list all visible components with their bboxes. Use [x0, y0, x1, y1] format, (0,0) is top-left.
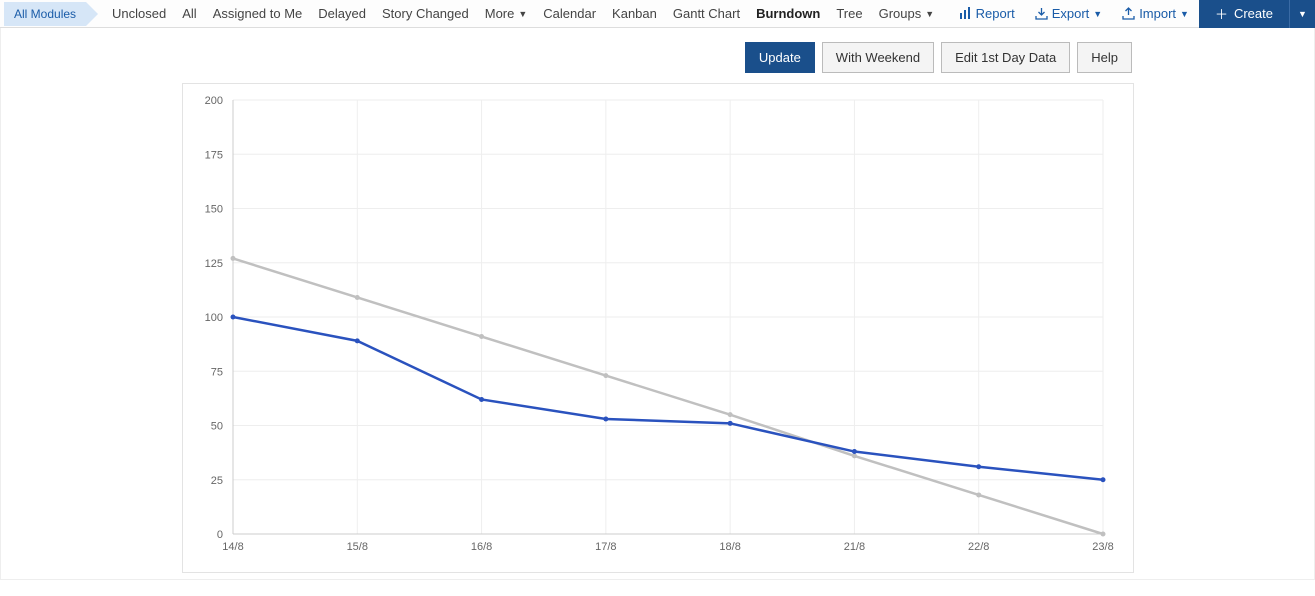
caret-down-icon: ▼: [1298, 9, 1307, 19]
tab-tree[interactable]: Tree: [828, 0, 870, 28]
content-area: Update With Weekend Edit 1st Day Data He…: [0, 28, 1315, 580]
tab-label: More: [485, 6, 515, 21]
svg-text:100: 100: [204, 312, 222, 324]
tab-kanban[interactable]: Kanban: [604, 0, 665, 28]
tab-label: Unclosed: [112, 6, 166, 21]
caret-down-icon: ▼: [1093, 9, 1102, 19]
create-button[interactable]: ＋ Create: [1199, 0, 1289, 28]
tab-calendar[interactable]: Calendar: [535, 0, 604, 28]
tab-label: Delayed: [318, 6, 366, 21]
report-icon: [959, 7, 972, 20]
svg-text:75: 75: [210, 366, 222, 378]
tab-more[interactable]: More▼: [477, 0, 536, 28]
svg-text:175: 175: [204, 149, 222, 161]
import-icon: [1122, 7, 1135, 20]
import-link[interactable]: Import ▼: [1112, 0, 1199, 28]
export-icon: [1035, 7, 1048, 20]
caret-down-icon: ▼: [518, 9, 527, 19]
top-toolbar: All Modules Unclosed All Assigned to Me Del…: [0, 0, 1315, 28]
view-tabs: Unclosed All Assigned to Me Delayed Story Ch…: [104, 0, 949, 28]
plus-icon: ＋: [1215, 4, 1228, 23]
chart-actions: Update With Weekend Edit 1st Day Data He…: [1, 42, 1314, 73]
tab-label: Groups: [879, 6, 922, 21]
tab-delayed[interactable]: Delayed: [310, 0, 374, 28]
report-label: Report: [976, 6, 1015, 21]
caret-down-icon: ▼: [1180, 9, 1189, 19]
svg-text:18/8: 18/8: [719, 541, 740, 553]
create-dropdown[interactable]: ▼: [1289, 0, 1315, 28]
tab-label: Story Changed: [382, 6, 469, 21]
tab-burndown[interactable]: Burndown: [748, 0, 828, 28]
svg-text:21/8: 21/8: [843, 541, 864, 553]
modules-filter[interactable]: All Modules: [4, 2, 86, 26]
svg-text:125: 125: [204, 258, 222, 270]
report-link[interactable]: Report: [949, 0, 1025, 28]
caret-down-icon: ▼: [925, 9, 934, 19]
svg-text:150: 150: [204, 204, 222, 216]
svg-text:200: 200: [204, 95, 222, 107]
tab-label: Gantt Chart: [673, 6, 740, 21]
tab-gantt-chart[interactable]: Gantt Chart: [665, 0, 748, 28]
right-tools: Report Export ▼ Import ▼ ＋ Create ▼: [949, 0, 1315, 28]
svg-text:17/8: 17/8: [595, 541, 616, 553]
modules-filter-label: All Modules: [14, 7, 76, 21]
svg-text:23/8: 23/8: [1092, 541, 1113, 553]
tab-label: All: [182, 6, 196, 21]
svg-text:15/8: 15/8: [346, 541, 367, 553]
tab-label: Burndown: [756, 6, 820, 21]
tab-story-changed[interactable]: Story Changed: [374, 0, 477, 28]
with-weekend-button[interactable]: With Weekend: [822, 42, 934, 73]
svg-text:16/8: 16/8: [470, 541, 491, 553]
tab-all[interactable]: All: [174, 0, 204, 28]
burndown-chart: 0 25 50 75 100 125 150 175 200 14/8 15/8 16/8 17/8 18…: [182, 83, 1134, 573]
tab-label: Calendar: [543, 6, 596, 21]
create-label: Create: [1234, 6, 1273, 21]
tab-label: Tree: [836, 6, 862, 21]
import-label: Import: [1139, 6, 1176, 21]
chart-svg: 0 25 50 75 100 125 150 175 200 14/8 15/8 16/8 17/8 18…: [183, 84, 1133, 572]
update-button[interactable]: Update: [745, 42, 815, 73]
svg-text:22/8: 22/8: [968, 541, 989, 553]
svg-text:0: 0: [216, 529, 222, 541]
tab-label: Assigned to Me: [213, 6, 303, 21]
svg-text:14/8: 14/8: [222, 541, 243, 553]
tab-assigned-to-me[interactable]: Assigned to Me: [205, 0, 311, 28]
svg-text:25: 25: [210, 475, 222, 487]
tab-groups[interactable]: Groups▼: [871, 0, 943, 28]
tab-label: Kanban: [612, 6, 657, 21]
help-button[interactable]: Help: [1077, 42, 1132, 73]
export-label: Export: [1052, 6, 1090, 21]
tab-unclosed[interactable]: Unclosed: [104, 0, 174, 28]
edit-first-day-button[interactable]: Edit 1st Day Data: [941, 42, 1070, 73]
svg-text:50: 50: [210, 421, 222, 433]
export-link[interactable]: Export ▼: [1025, 0, 1113, 28]
